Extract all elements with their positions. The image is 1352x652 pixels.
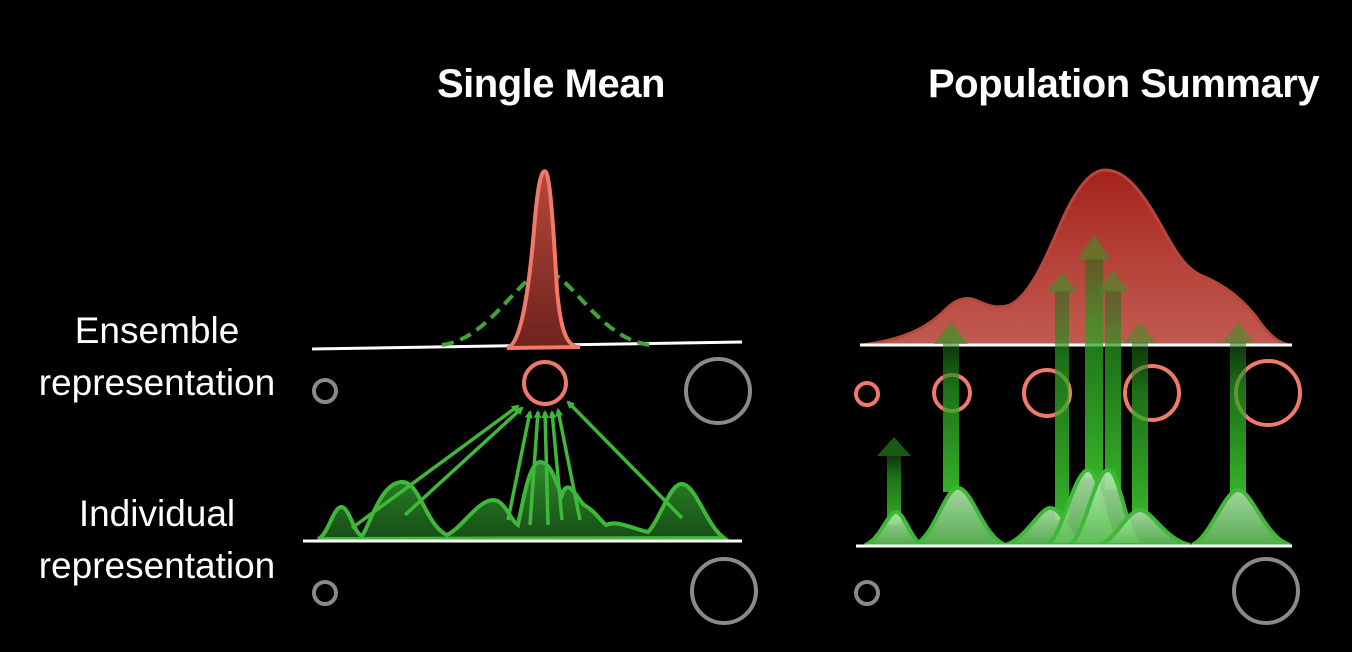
population-summary-title: Population Summary [928, 62, 1320, 106]
small-gray-circle-icon [854, 580, 880, 606]
individual-representation-label: Individual representation [12, 488, 302, 592]
convergence-arrows [350, 400, 684, 530]
up-arrow-4 [1077, 235, 1111, 478]
ensemble-label-line2: representation [38, 362, 276, 403]
single-mean-title: Single Mean [437, 62, 665, 106]
red-circle-icon [1022, 368, 1072, 418]
up-arrow-5 [1097, 270, 1129, 490]
up-arrow-7 [1222, 322, 1254, 492]
large-gray-circle-icon [1232, 557, 1300, 625]
red-circle-icon [854, 381, 880, 407]
arrow-7 [555, 408, 582, 521]
single-mean-red-peak [506, 169, 581, 350]
individual-green-distribution-left [316, 459, 731, 541]
arrow-5 [541, 410, 550, 526]
small-gray-circle-icon [312, 378, 338, 404]
individual-label-line2: representation [38, 545, 276, 586]
arrow-4 [528, 410, 542, 526]
individual-green-distribution-right [864, 467, 1291, 547]
arrow-3 [506, 410, 533, 521]
population-red-distribution [861, 168, 1291, 347]
red-circle-icon [1123, 364, 1181, 422]
individual-label-line1: Individual [78, 493, 236, 534]
ensemble-label-line1: Ensemble [74, 310, 240, 351]
up-arrow-6 [1124, 322, 1156, 512]
arrow-8 [566, 400, 684, 520]
up-arrow-1 [877, 437, 911, 525]
up-arrow-2 [934, 322, 968, 492]
large-gray-circle-icon [690, 557, 758, 625]
arrow-1 [350, 404, 520, 530]
arrow-2 [403, 406, 524, 517]
up-arrow-3 [1047, 272, 1077, 520]
red-circle-icon [522, 360, 568, 406]
upward-arrows [877, 235, 1254, 525]
small-gray-circle-icon [312, 580, 338, 606]
large-gray-circle-icon [684, 357, 752, 425]
arrow-6 [548, 410, 564, 521]
ensemble-representation-label: Ensemble representation [12, 305, 302, 409]
